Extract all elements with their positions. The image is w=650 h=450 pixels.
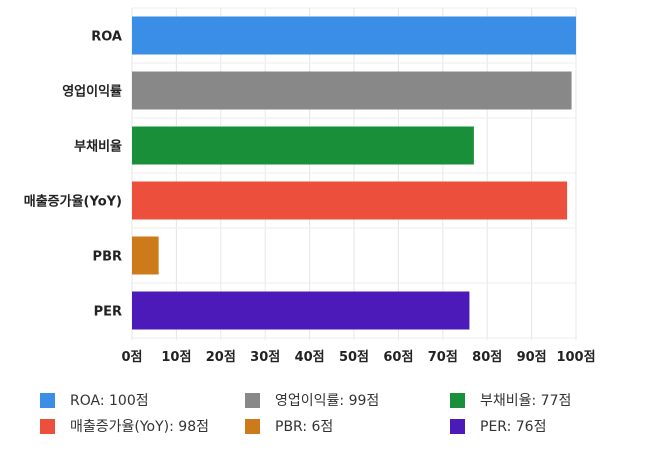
legend-label: 매출증가율(YoY): 98점 (70, 419, 209, 435)
legend-item: PBR: 6점 (245, 416, 333, 436)
bar (132, 126, 474, 165)
x-tick-label: 0점 (121, 350, 142, 365)
legend-label: 부채비율: 77점 (480, 393, 572, 409)
category-label: 부채비율 (74, 139, 122, 155)
legend-swatch (245, 418, 260, 434)
category-label: PBR (93, 250, 122, 265)
legend-label: 영업이익률: 99점 (275, 393, 380, 409)
bar (132, 236, 159, 275)
x-tick-label: 100점 (556, 350, 595, 365)
legend-label: ROA: 100점 (70, 393, 149, 409)
legend-swatch (450, 418, 465, 434)
x-tick-label: 30점 (250, 350, 280, 365)
legend-swatch (450, 392, 465, 408)
x-tick-label: 50점 (339, 350, 369, 365)
legend-item: 매출증가율(YoY): 98점 (40, 416, 209, 436)
x-tick-label: 20점 (206, 350, 236, 365)
category-label: ROA (91, 30, 122, 45)
legend-item: 영업이익률: 99점 (245, 390, 379, 410)
bar (132, 16, 576, 55)
category-label: 매출증가율(YoY) (24, 194, 122, 210)
legend-item: 부채비율: 77점 (450, 390, 571, 410)
category-label: 영업이익률 (62, 84, 122, 100)
gridlines (131, 7, 577, 340)
bar (132, 71, 572, 110)
x-tick-label: 90점 (517, 350, 547, 365)
legend-label: PER: 76점 (480, 419, 547, 435)
legend-label: PBR: 6점 (275, 419, 334, 435)
x-tick-label: 10점 (161, 350, 191, 365)
legend-swatch (40, 392, 55, 408)
legend-swatch (40, 418, 55, 434)
x-tick-label: 60점 (383, 350, 413, 365)
tick-labels: 0점 10점 20점 30점 40점 50점 60점 70점 80점 90점 100점 (121, 350, 595, 365)
legend-swatch (245, 392, 260, 408)
category-label: PER (94, 305, 122, 320)
bar (132, 291, 470, 330)
legend-item: ROA: 100점 (40, 390, 149, 410)
bars (132, 16, 576, 330)
x-tick-label: 40점 (295, 350, 325, 365)
bar (132, 181, 568, 220)
x-tick-label: 70점 (428, 350, 458, 365)
legend-item: PER: 76점 (450, 416, 546, 436)
x-tick-label: 80점 (472, 350, 502, 365)
